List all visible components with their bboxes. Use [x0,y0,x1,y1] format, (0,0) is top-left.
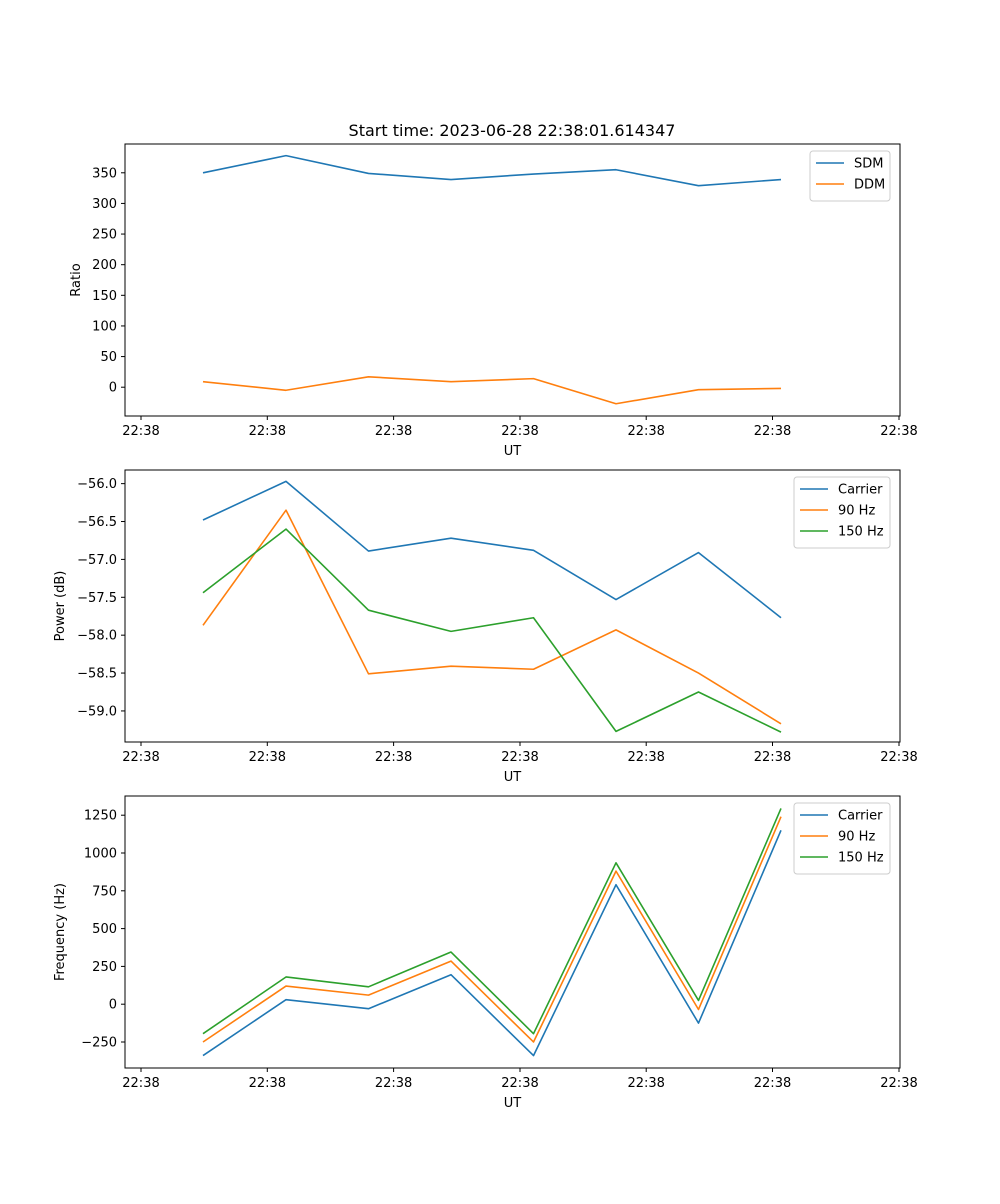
legend-label: SDM [854,157,883,172]
legend-label: 150 Hz [838,525,884,540]
y-tick-label: 300 [92,197,117,212]
y-tick-label: −56.5 [77,515,117,530]
chart-panel-3: 22:38 22:38 22:38 22:38 22:38 22:38 22:38 −250 0… [53,795,918,1111]
y-axis-label: Power (dB) [53,571,68,642]
y-tick-label: −59.0 [77,704,117,719]
y-tick-label: 250 [92,960,117,975]
y-tick-label: 100 [92,319,117,334]
legend-label: 90 Hz [838,504,875,519]
x-tick-label: 22:38 [627,750,664,765]
y-tick-label: 200 [92,258,117,273]
x-tick-label: 22:38 [880,750,917,765]
x-axis-label: UT [504,770,522,785]
y-tick-label: 250 [92,228,117,243]
y-tick-label: 150 [92,289,117,304]
legend: Carrier 90 Hz 150 Hz [793,802,891,875]
plot-area-frame [124,795,901,1069]
y-tick-label: 350 [92,166,117,181]
chart-panel-1: 22:38 22:38 22:38 22:38 22:38 22:38 22:38 0 50 10… [69,143,918,459]
y-tick-label: 750 [92,884,117,899]
legend: SDM DDM [809,150,891,202]
y-tick-label: −56.0 [77,477,117,492]
x-tick-label: 22:38 [501,750,538,765]
x-tick-label: 22:38 [880,424,917,439]
x-tick-label: 22:38 [375,750,412,765]
series-line-150-hz [202,528,782,733]
y-tick-label: −58.0 [77,629,117,644]
x-tick-label: 22:38 [122,1076,159,1091]
legend-label: DDM [854,178,885,193]
x-tick-label: 22:38 [627,1076,664,1091]
x-tick-label: 22:38 [754,750,791,765]
x-tick-label: 22:38 [122,750,159,765]
y-tick-label: 1250 [84,809,117,824]
y-tick-label: −57.5 [77,591,117,606]
x-tick-label: 22:38 [249,424,286,439]
series-line-150-hz [202,808,782,1035]
series-line-carrier [202,830,782,1057]
x-tick-label: 22:38 [880,1076,917,1091]
series-line-carrier [202,480,782,619]
x-tick-label: 22:38 [249,1076,286,1091]
y-tick-label: −57.0 [77,553,117,568]
x-tick-label: 22:38 [501,424,538,439]
chart-panel-2: 22:38 22:38 22:38 22:38 22:38 22:38 22:38 −59.0… [53,469,918,785]
plot-area-frame [124,143,901,417]
x-tick-label: 22:38 [627,424,664,439]
x-tick-label: 22:38 [249,750,286,765]
y-tick-label: 1000 [84,847,117,862]
y-tick-label: −250 [81,1035,117,1050]
x-axis-label: UT [504,1096,522,1111]
x-tick-label: 22:38 [501,1076,538,1091]
legend-label: Carrier [838,483,883,498]
legend-label: Carrier [838,809,883,824]
x-tick-label: 22:38 [122,424,159,439]
y-tick-label: 500 [92,922,117,937]
y-axis-label: Frequency (Hz) [53,883,68,981]
legend: Carrier 90 Hz 150 Hz [793,476,891,549]
x-axis-label: UT [504,444,522,459]
y-tick-label: 0 [109,998,117,1013]
x-tick-label: 22:38 [754,424,791,439]
plot-area-frame [124,469,901,743]
legend-label: 150 Hz [838,851,884,866]
y-tick-label: −58.5 [77,667,117,682]
x-tick-label: 22:38 [375,424,412,439]
y-axis-label: Ratio [69,263,84,296]
x-tick-label: 22:38 [375,1076,412,1091]
series-line-sdm [202,154,782,187]
y-tick-label: 50 [100,350,117,365]
legend-label: 90 Hz [838,830,875,845]
y-tick-label: 0 [109,381,117,396]
series-line-ddm [202,375,782,405]
figure-title: Start time: 2023-06-28 22:38:01.614347 [349,121,676,140]
series-line-90-hz [202,816,782,1043]
x-tick-label: 22:38 [754,1076,791,1091]
series-line-90-hz [202,509,782,725]
